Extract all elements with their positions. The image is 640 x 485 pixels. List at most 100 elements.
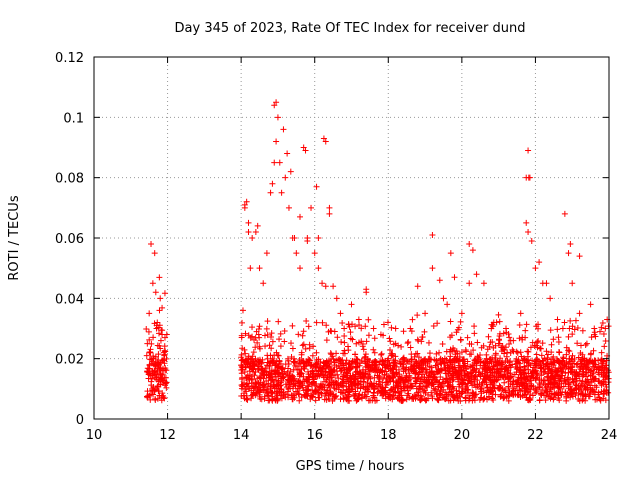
data-point bbox=[291, 394, 298, 401]
data-point bbox=[567, 317, 574, 324]
data-point bbox=[311, 389, 318, 396]
data-point bbox=[144, 393, 151, 400]
data-point bbox=[475, 354, 482, 361]
data-point bbox=[337, 310, 344, 317]
data-point bbox=[157, 345, 164, 352]
data-point bbox=[547, 327, 554, 334]
data-point bbox=[156, 274, 163, 281]
data-point bbox=[569, 280, 576, 287]
data-point bbox=[249, 392, 256, 399]
data-point bbox=[527, 380, 534, 387]
data-point bbox=[291, 358, 298, 365]
data-point bbox=[261, 369, 268, 376]
data-point bbox=[362, 358, 369, 365]
data-point bbox=[556, 378, 563, 385]
data-point bbox=[452, 394, 459, 401]
data-point bbox=[143, 326, 150, 333]
data-point bbox=[516, 387, 523, 394]
data-point bbox=[517, 388, 524, 395]
data-point bbox=[534, 339, 541, 346]
data-point bbox=[154, 319, 161, 326]
data-point bbox=[161, 343, 168, 350]
data-point bbox=[412, 392, 419, 399]
data-point bbox=[478, 384, 485, 391]
data-point bbox=[573, 385, 580, 392]
data-point bbox=[493, 377, 500, 384]
data-point bbox=[430, 322, 437, 329]
data-point bbox=[565, 347, 572, 354]
data-point bbox=[255, 357, 262, 364]
data-point bbox=[527, 375, 534, 382]
data-point bbox=[444, 301, 451, 308]
data-point bbox=[485, 374, 492, 381]
data-point bbox=[362, 323, 369, 330]
data-point bbox=[408, 367, 415, 374]
data-point bbox=[472, 391, 479, 398]
data-point bbox=[536, 259, 543, 266]
data-point bbox=[416, 380, 423, 387]
data-point bbox=[431, 370, 438, 377]
data-point bbox=[343, 394, 350, 401]
data-point bbox=[502, 344, 509, 351]
data-point bbox=[398, 343, 405, 350]
data-point bbox=[428, 389, 435, 396]
data-point bbox=[575, 390, 582, 397]
data-point bbox=[285, 360, 292, 367]
data-point bbox=[434, 395, 441, 402]
data-point bbox=[525, 370, 532, 377]
data-point bbox=[238, 362, 245, 369]
data-point bbox=[598, 349, 605, 356]
data-point bbox=[573, 368, 580, 375]
data-point bbox=[493, 369, 500, 376]
data-point bbox=[505, 397, 512, 404]
data-point bbox=[473, 271, 480, 278]
data-point bbox=[510, 348, 517, 355]
data-point bbox=[437, 366, 444, 373]
data-point bbox=[566, 355, 573, 362]
data-point bbox=[436, 349, 443, 356]
data-point bbox=[370, 346, 377, 353]
data-point bbox=[300, 341, 307, 348]
data-point bbox=[384, 319, 391, 326]
data-point bbox=[158, 376, 165, 383]
data-point bbox=[352, 388, 359, 395]
data-point bbox=[563, 351, 570, 358]
data-point bbox=[449, 365, 456, 372]
data-point bbox=[163, 367, 170, 374]
data-point bbox=[600, 395, 607, 402]
data-point bbox=[543, 360, 550, 367]
data-point bbox=[322, 283, 329, 290]
data-point bbox=[466, 340, 473, 347]
data-point bbox=[476, 396, 483, 403]
data-point bbox=[306, 357, 313, 364]
data-point bbox=[575, 395, 582, 402]
ticks-layer: 10 12 14 16 18 20 22 24 0 0.02 0.04 0.06 0.08 0.1 0.12 bbox=[55, 51, 617, 443]
data-point bbox=[305, 383, 312, 390]
data-point bbox=[389, 392, 396, 399]
data-point bbox=[555, 334, 562, 341]
data-point bbox=[316, 372, 323, 379]
data-point bbox=[359, 340, 366, 347]
data-point bbox=[284, 376, 291, 383]
data-point bbox=[291, 235, 298, 241]
data-point bbox=[309, 352, 316, 359]
data-point bbox=[365, 332, 372, 339]
data-point bbox=[469, 397, 476, 404]
data-point bbox=[464, 334, 471, 341]
data-point bbox=[313, 349, 320, 356]
data-point bbox=[331, 359, 338, 366]
data-point bbox=[590, 359, 597, 366]
data-point bbox=[373, 397, 380, 404]
data-point bbox=[349, 336, 356, 343]
data-point bbox=[564, 374, 571, 381]
data-point bbox=[309, 367, 316, 374]
data-point bbox=[472, 384, 479, 391]
data-point bbox=[256, 363, 263, 370]
data-point bbox=[256, 374, 263, 381]
data-point bbox=[525, 228, 532, 235]
data-point bbox=[408, 356, 415, 363]
data-point bbox=[243, 392, 250, 399]
data-point bbox=[359, 391, 366, 398]
data-point bbox=[548, 341, 555, 348]
data-point bbox=[159, 304, 166, 311]
